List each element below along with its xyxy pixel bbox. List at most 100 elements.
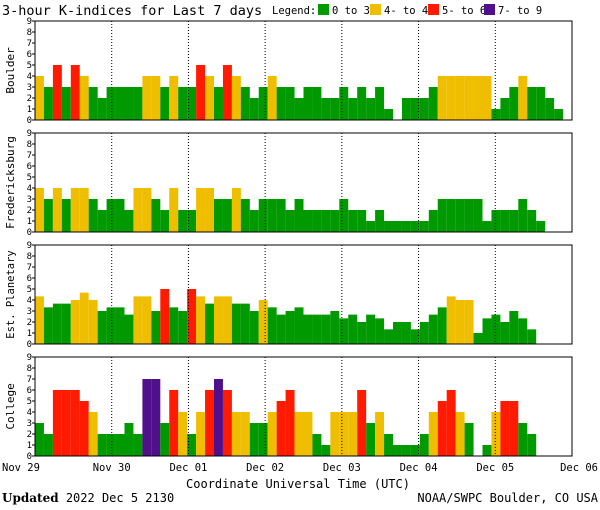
kp-bar xyxy=(375,412,385,456)
kp-bar xyxy=(348,98,358,120)
kp-bar xyxy=(258,423,268,456)
y-tick-label: 7 xyxy=(27,151,32,161)
kp-bar xyxy=(178,311,188,344)
y-tick-label: 8 xyxy=(27,140,32,150)
legend-entry-4: 7- to 9 xyxy=(498,5,542,17)
kp-bar xyxy=(321,98,331,120)
kp-bar xyxy=(536,87,546,120)
kp-bar xyxy=(330,98,340,120)
kp-bar xyxy=(446,199,456,232)
kp-bar xyxy=(52,188,62,232)
y-tick-label: 5 xyxy=(27,397,32,407)
kp-bar xyxy=(214,87,223,120)
kp-bar xyxy=(294,307,304,344)
kp-bar xyxy=(446,296,456,344)
kp-bar xyxy=(61,199,71,232)
x-tick-label: Dec 06 xyxy=(560,462,598,474)
kp-bar xyxy=(375,210,385,232)
kp-bar xyxy=(249,423,259,456)
kp-bar xyxy=(133,87,143,120)
kp-bar xyxy=(240,303,250,344)
kp-bar xyxy=(133,434,143,456)
kp-bar xyxy=(446,390,456,456)
kp-bar xyxy=(491,314,501,344)
kp-bar xyxy=(410,445,420,456)
y-tick-label: 3 xyxy=(27,419,32,429)
kp-bar xyxy=(187,210,197,232)
kp-bar xyxy=(178,412,188,456)
kp-bar xyxy=(240,412,250,456)
kp-bar xyxy=(491,412,501,456)
kp-bar xyxy=(321,445,331,456)
y-tick-label: 6 xyxy=(27,274,32,284)
kp-bar xyxy=(285,87,295,120)
kp-bar xyxy=(97,210,107,232)
kp-bar xyxy=(357,210,367,232)
kp-bar xyxy=(276,199,286,232)
y-tick-label: 2 xyxy=(27,206,32,216)
kp-bar xyxy=(509,87,519,120)
kp-bar xyxy=(491,210,501,232)
y-tick-label: 0 xyxy=(27,452,32,462)
kp-bar xyxy=(249,210,259,232)
kp-bar xyxy=(214,379,223,456)
kp-bar xyxy=(222,390,232,456)
kp-bar xyxy=(401,445,411,456)
legend-swatch-2 xyxy=(370,4,381,15)
kp-bar xyxy=(464,423,474,456)
kp-bar xyxy=(509,210,519,232)
kp-bar xyxy=(303,210,313,232)
kp-bar xyxy=(115,307,125,344)
y-tick-label: 2 xyxy=(27,94,32,104)
kp-bar xyxy=(196,65,206,120)
kp-bar xyxy=(473,199,483,232)
kp-bar xyxy=(455,412,465,456)
kp-bar xyxy=(169,390,179,456)
kp-bar xyxy=(312,210,322,232)
kp-bar xyxy=(285,390,295,456)
kp-bar xyxy=(79,292,89,344)
kp-bar xyxy=(187,289,197,344)
y-tick-label: 9 xyxy=(27,129,32,139)
kp-bar xyxy=(249,98,259,120)
kp-bar xyxy=(303,87,313,120)
kp-bar xyxy=(393,221,402,232)
kp-bar xyxy=(88,412,98,456)
kp-bar xyxy=(401,98,411,120)
y-tick-label: 8 xyxy=(27,364,32,374)
y-tick-label: 5 xyxy=(27,173,32,183)
kp-bar xyxy=(482,445,492,456)
kp-bar xyxy=(410,98,420,120)
kp-bar xyxy=(43,199,53,232)
kp-bar xyxy=(285,311,295,344)
y-tick-label: 2 xyxy=(27,318,32,328)
kp-bar xyxy=(357,390,367,456)
panel-frame xyxy=(34,244,573,345)
kp-bar xyxy=(464,199,474,232)
y-tick-label: 6 xyxy=(27,50,32,60)
kp-bar xyxy=(79,76,89,120)
kp-bar xyxy=(133,296,143,344)
kp-bar xyxy=(419,221,429,232)
kp-bar xyxy=(267,307,277,344)
y-tick-label: 3 xyxy=(27,307,32,317)
y-tick-label: 2 xyxy=(27,430,32,440)
kp-bar xyxy=(527,434,537,456)
kp-bar xyxy=(61,87,71,120)
kp-bar xyxy=(491,109,501,120)
kp-bar xyxy=(428,314,438,344)
kp-bar xyxy=(35,76,44,120)
x-tick-label: Dec 01 xyxy=(169,462,207,474)
kp-bar xyxy=(79,401,89,456)
y-tick-label: 4 xyxy=(27,72,32,82)
kp-bar xyxy=(249,311,259,344)
kp-bar xyxy=(330,210,340,232)
legend-items: 0 to 3+ 4- to 4+ 5- to 6+ 7- to 9 xyxy=(318,4,542,17)
kp-bar xyxy=(437,76,447,120)
y-tick-label: 1 xyxy=(27,441,32,451)
kp-bar xyxy=(375,318,385,344)
kp-bar xyxy=(527,210,537,232)
kp-bar xyxy=(482,318,492,344)
x-tick-label: Dec 05 xyxy=(476,462,514,474)
kp-bar xyxy=(196,296,206,344)
